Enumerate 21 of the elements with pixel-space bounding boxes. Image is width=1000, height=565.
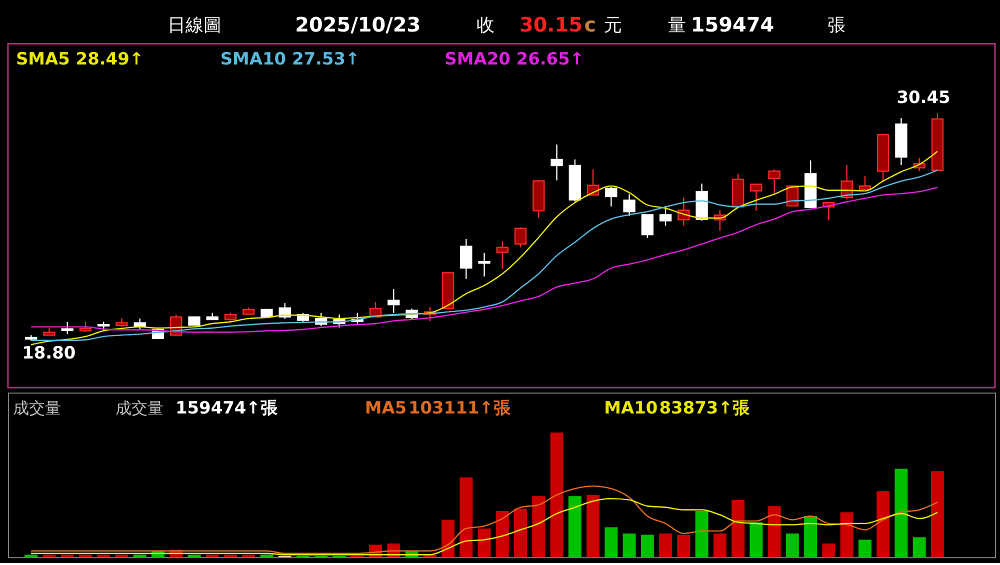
text: SMA5 28.49↑ <box>16 48 144 69</box>
text: MA10 <box>604 398 658 418</box>
text: MA5 <box>364 398 407 418</box>
text: 量 <box>668 14 686 36</box>
annotation: 18.80 <box>22 342 76 363</box>
annotation: 30.45 <box>896 87 950 108</box>
text: SMA20 26.65↑ <box>444 48 584 69</box>
text: 103111↑張 <box>408 398 512 418</box>
text: 元 <box>604 14 622 36</box>
text: 83873↑張 <box>659 398 750 418</box>
text: 30.15 <box>519 12 583 37</box>
text: 159474↑張 <box>175 398 278 418</box>
text: 2025/10/23 <box>295 12 421 37</box>
text: 成交量 <box>116 398 164 418</box>
text: 張 <box>828 14 846 36</box>
chart-title: 成交量 <box>12 398 61 418</box>
text: SMA10 27.53↑ <box>220 48 360 69</box>
chart-title: 日線圖 <box>168 14 222 36</box>
text: 收 <box>476 14 495 36</box>
text: c <box>584 12 596 37</box>
text: 159474 <box>690 12 774 37</box>
